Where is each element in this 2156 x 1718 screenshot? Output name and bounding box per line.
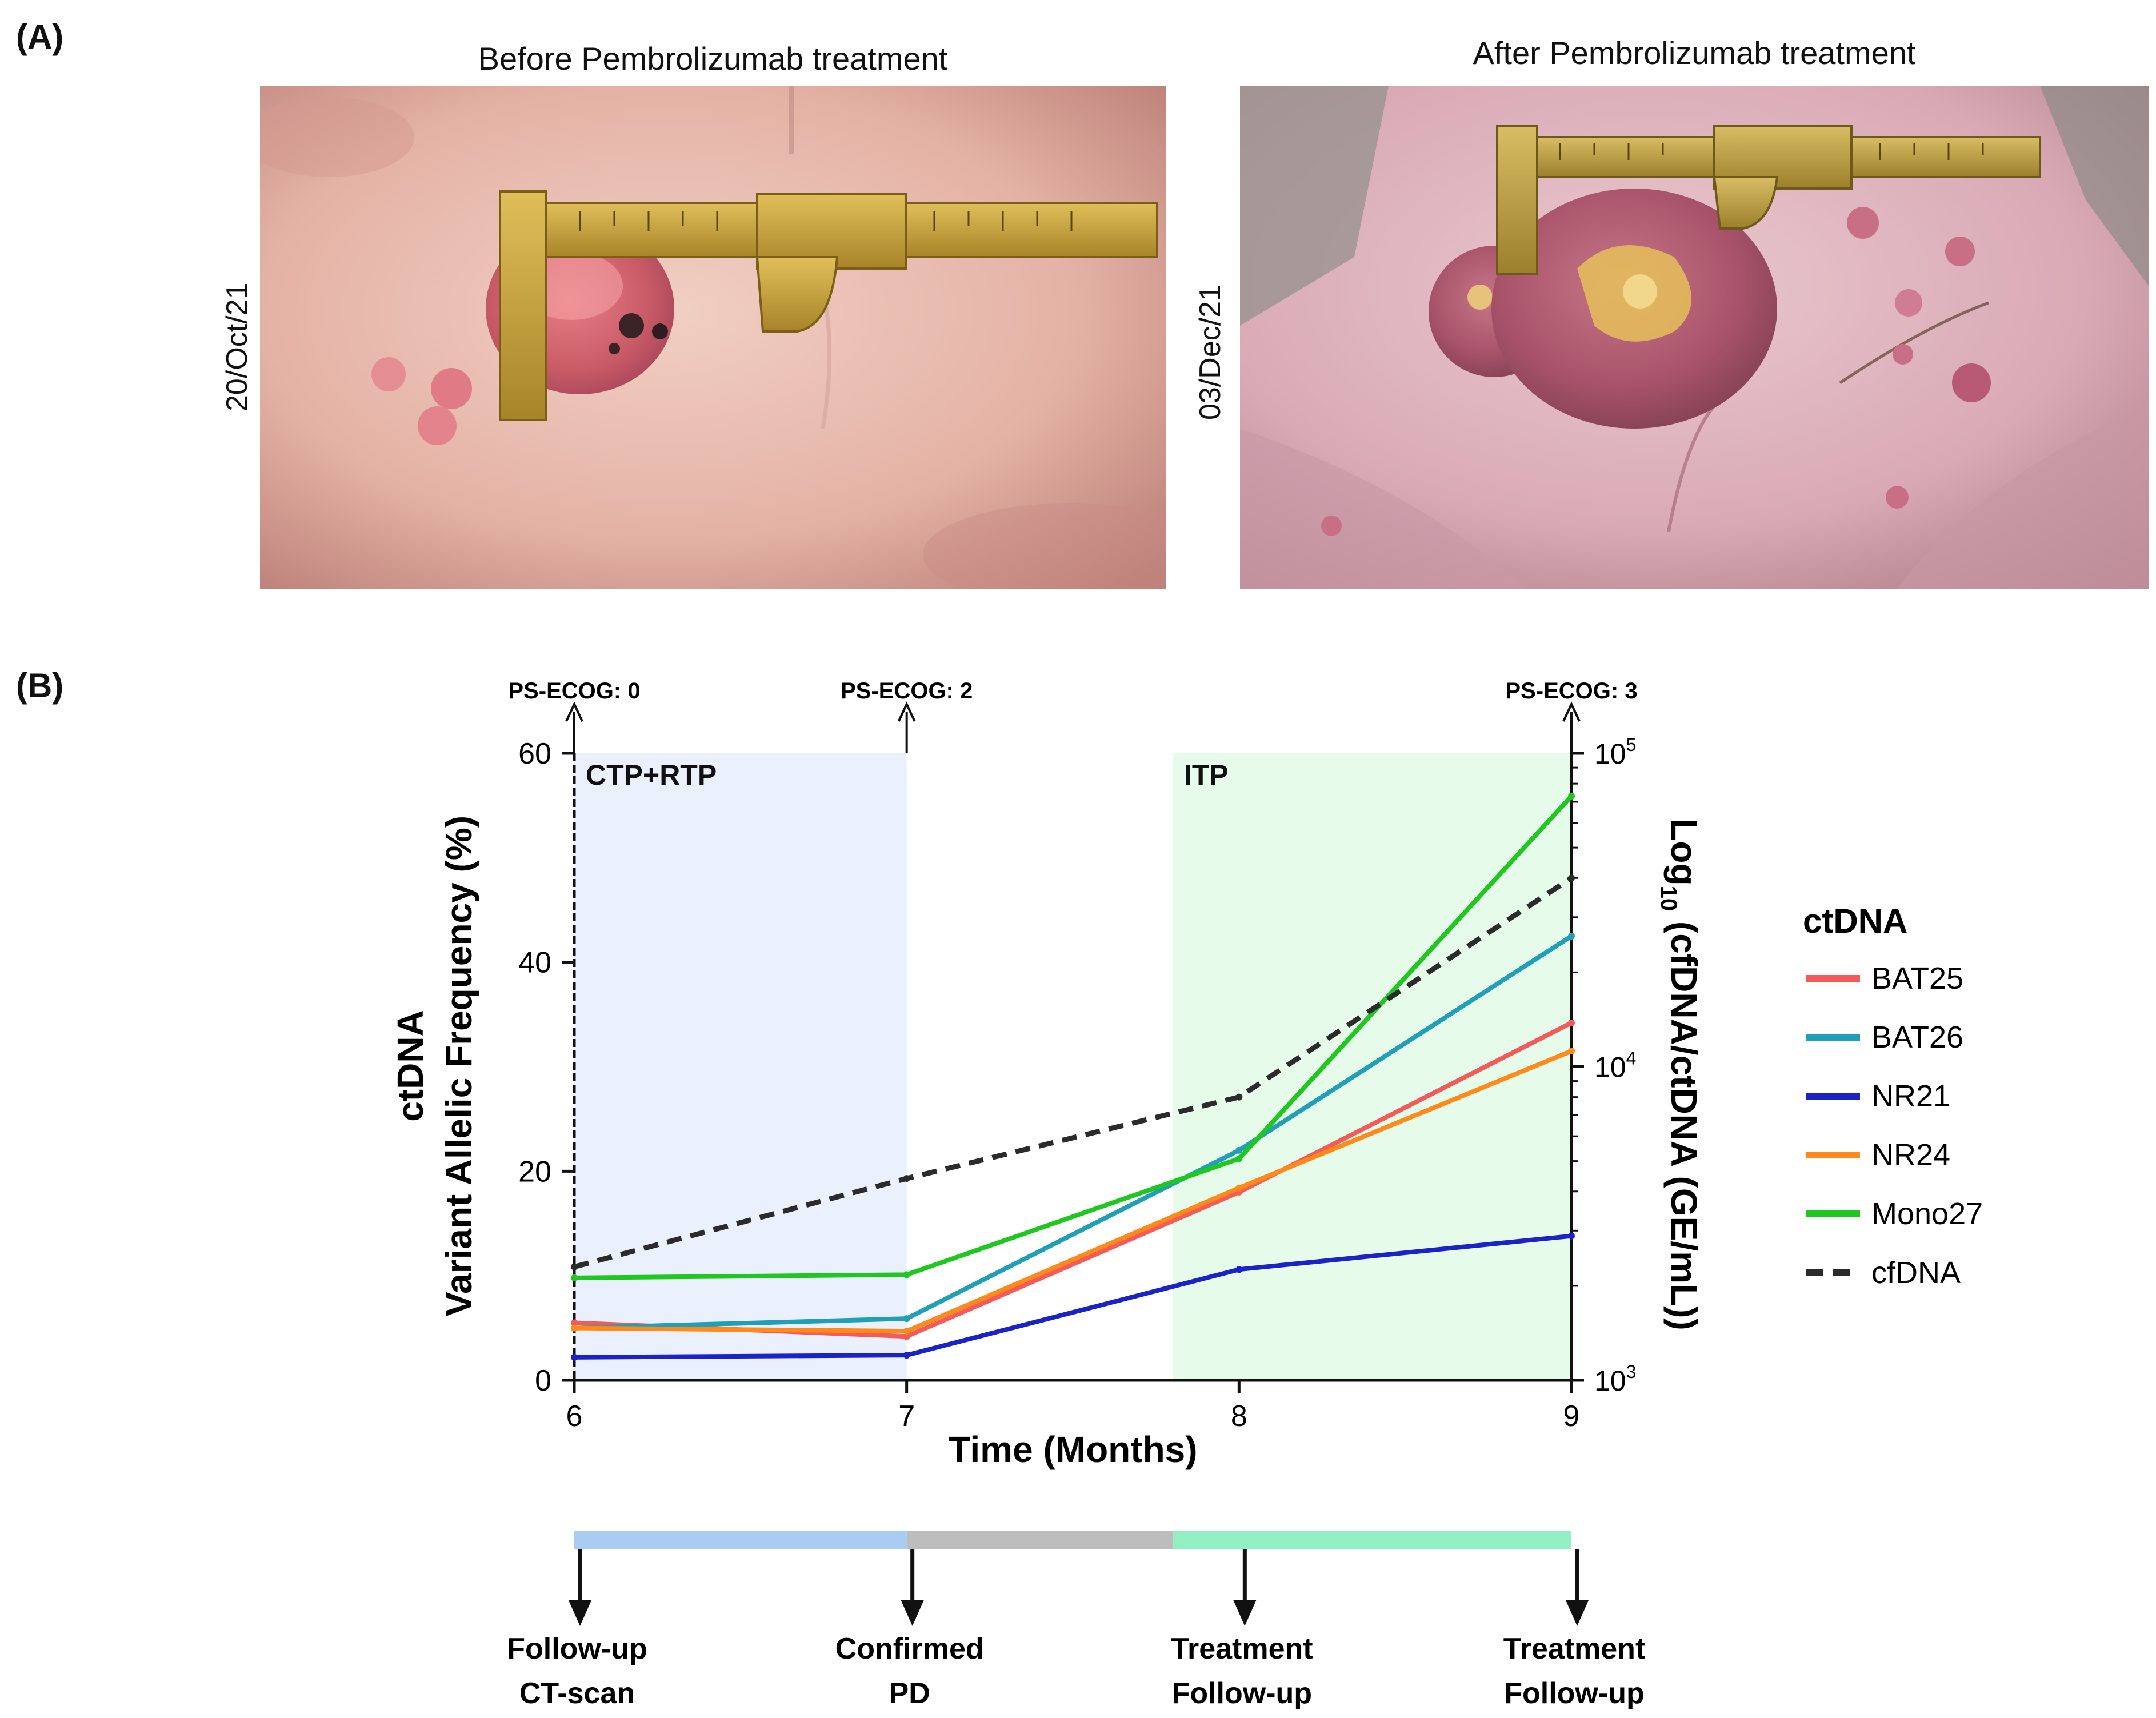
series-nr24-point <box>571 1324 578 1332</box>
region-label: ITP <box>1184 759 1229 791</box>
before-photo-title: Before Pembrolizumab treatment <box>478 41 948 77</box>
series-mono27-point <box>903 1271 910 1278</box>
panel-a-letter: (A) <box>16 18 64 56</box>
series-bat26-point <box>903 1315 910 1323</box>
y-axis-label-line1: ctDNA <box>390 1010 431 1122</box>
timeline-event-line2: Follow-up <box>1504 1677 1644 1710</box>
timeline-event-line1: Treatment <box>1171 1632 1313 1665</box>
series-bat26-line <box>574 934 1573 1331</box>
y-tick-label: 0 <box>535 1364 551 1397</box>
region-ctp-rtp <box>574 753 907 1380</box>
series-bat25-point <box>1568 1019 1575 1026</box>
panel-b-letter: (B) <box>16 666 64 705</box>
y-tick-label: 20 <box>518 1155 551 1188</box>
series-mono27-line <box>574 794 1573 1280</box>
x-tick-label: 8 <box>1231 1400 1247 1433</box>
series-cfdna-point <box>1235 1093 1243 1101</box>
x-axis-label: Time (Months) <box>948 1429 1197 1470</box>
series-cfdna-point <box>571 1263 578 1270</box>
timeline-arrowhead <box>569 1600 591 1626</box>
y-tick-label: 60 <box>518 737 551 770</box>
before-treatment-photo <box>260 86 1166 589</box>
series-bat25-point <box>571 1319 578 1327</box>
series-bat25-point <box>903 1333 910 1340</box>
series-nr24-point <box>1235 1184 1243 1192</box>
series-mono27-point <box>1568 792 1575 800</box>
series-nr21-line <box>574 1233 1572 1360</box>
y-tick-label: 40 <box>518 946 551 980</box>
y2-axis-label: Log10 (cfDNA/ctDNA (GE/mL)) <box>1656 818 1705 1330</box>
y2-tick-label: 103 <box>1594 1361 1636 1397</box>
x-tick-label: 7 <box>898 1400 915 1433</box>
series-nr21-point <box>1235 1266 1243 1273</box>
ps-ecog-arrowhead <box>1562 701 1581 722</box>
ps-ecog-label: PS-ECOG: 2 <box>841 678 973 704</box>
series-nr21-point <box>1568 1232 1575 1240</box>
ps-ecog-arrowhead <box>565 701 583 722</box>
timeline-event-line1: Treatment <box>1503 1632 1646 1665</box>
series-nr24-point <box>903 1328 910 1335</box>
timeline-event-line2: CT-scan <box>519 1677 635 1710</box>
y-axis-label-line2: Variant Allelic Frequency (%) <box>438 816 479 1316</box>
y2-tick-label: 105 <box>1594 734 1636 770</box>
legend-label-cfdna: cfDNA <box>1871 1256 1961 1290</box>
timeline-event-line2: Follow-up <box>1172 1677 1312 1710</box>
timeline-arrowhead <box>1566 1600 1589 1626</box>
series-nr21-point <box>571 1353 578 1361</box>
ps-ecog-label: PS-ECOG: 0 <box>508 678 640 704</box>
after-photo-title: After Pembrolizumab treatment <box>1473 35 1916 71</box>
ps-ecog-arrowhead <box>897 701 916 722</box>
legend-label-nr21: NR21 <box>1871 1079 1950 1113</box>
x-tick-label: 9 <box>1563 1400 1580 1433</box>
series-nr24-point <box>1568 1048 1575 1055</box>
legend-label-mono27: Mono27 <box>1871 1197 1983 1231</box>
after-treatment-photo <box>1240 86 2149 589</box>
series-mono27-point <box>571 1274 578 1281</box>
series-nr24-line <box>574 1049 1573 1334</box>
series-cfdna-point <box>903 1175 910 1182</box>
series-bat26-point <box>1568 932 1575 940</box>
timeline-segment <box>906 1531 1173 1549</box>
legend-title: ctDNA <box>1803 902 1907 940</box>
x-tick-label: 6 <box>566 1400 583 1433</box>
timeline-event-line2: PD <box>889 1677 930 1710</box>
region-label: CTP+RTP <box>586 759 717 791</box>
ps-ecog-label: PS-ECOG: 3 <box>1505 678 1637 704</box>
legend-label-nr24: NR24 <box>1871 1138 1950 1172</box>
series-cfdna-point <box>1568 874 1575 882</box>
series-cfdna-line <box>573 876 1573 1269</box>
timeline-event-line1: Confirmed <box>835 1632 984 1665</box>
timeline-segment <box>1173 1531 1571 1549</box>
y2-tick-label: 104 <box>1594 1048 1636 1084</box>
legend-label-bat25: BAT25 <box>1871 961 1963 996</box>
legend-label-bat26: BAT26 <box>1871 1020 1963 1054</box>
timeline-arrowhead <box>1233 1600 1257 1626</box>
series-mono27-point <box>1235 1155 1243 1162</box>
series-nr21-point <box>903 1352 910 1359</box>
timeline-arrowhead <box>901 1600 924 1626</box>
series-bat26-point <box>1235 1146 1243 1154</box>
timeline-event-line1: Follow-up <box>507 1632 647 1665</box>
timeline-segment <box>574 1531 907 1549</box>
